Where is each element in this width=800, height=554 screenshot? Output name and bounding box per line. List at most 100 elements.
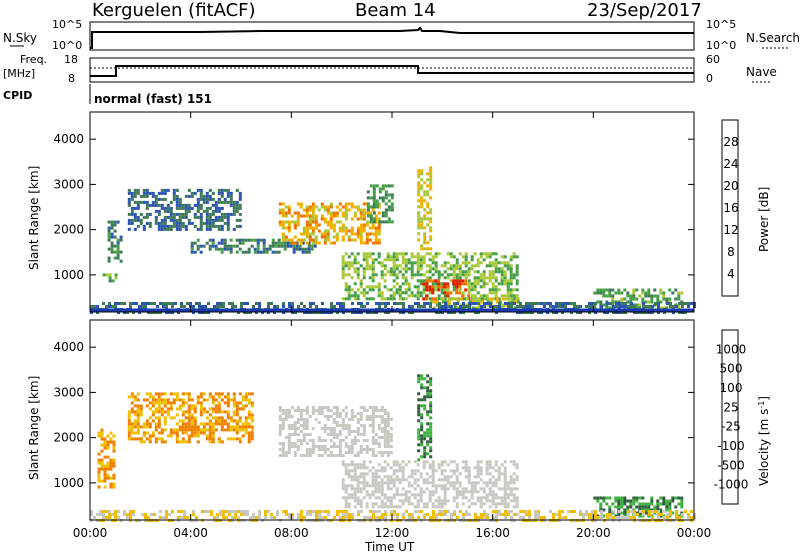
cell xyxy=(425,505,429,509)
cell xyxy=(486,297,490,301)
cell xyxy=(425,264,429,268)
cell xyxy=(271,238,275,242)
cell xyxy=(157,407,161,411)
cell xyxy=(503,481,507,485)
cell xyxy=(470,496,474,500)
cell xyxy=(440,487,444,491)
cell xyxy=(417,413,421,417)
cell xyxy=(97,467,101,471)
cell xyxy=(133,410,137,414)
cell xyxy=(371,439,375,442)
cell xyxy=(552,305,555,308)
cell xyxy=(476,291,480,295)
cell xyxy=(384,510,387,513)
cell xyxy=(426,392,430,396)
cell xyxy=(293,430,297,433)
cell xyxy=(509,267,513,271)
cell xyxy=(500,472,504,476)
cell xyxy=(455,276,459,280)
cell xyxy=(687,302,690,305)
cell xyxy=(133,437,137,441)
cell xyxy=(443,294,447,298)
cell xyxy=(223,215,227,219)
cell xyxy=(193,434,197,438)
cell xyxy=(311,220,315,224)
cell xyxy=(130,407,134,411)
cell xyxy=(184,227,188,231)
cell xyxy=(145,212,149,216)
cell xyxy=(207,510,210,513)
velocity-ytick-label: 3000 xyxy=(53,385,84,399)
cell xyxy=(377,436,381,439)
cell xyxy=(127,395,131,399)
cell xyxy=(208,419,212,423)
cell xyxy=(178,227,182,231)
cell xyxy=(365,267,369,271)
cell xyxy=(369,510,372,513)
cell xyxy=(417,449,421,453)
cell xyxy=(494,267,498,271)
cell xyxy=(386,424,390,427)
cell xyxy=(605,496,609,500)
cell xyxy=(390,208,394,212)
cell xyxy=(282,302,285,305)
cell xyxy=(519,305,522,308)
cell xyxy=(311,205,315,209)
cell xyxy=(335,421,339,424)
cell xyxy=(241,434,245,438)
cell xyxy=(341,211,345,215)
cell xyxy=(429,302,432,305)
cell xyxy=(419,273,423,277)
cell xyxy=(398,264,402,268)
cell xyxy=(599,505,603,509)
cell xyxy=(350,484,354,488)
cell xyxy=(317,445,321,448)
cell xyxy=(136,404,140,408)
cell xyxy=(256,244,260,248)
cell xyxy=(687,513,690,516)
cell xyxy=(473,487,477,491)
cell xyxy=(509,499,513,503)
velocity-cbar-tick: 1000 xyxy=(716,342,747,356)
cell xyxy=(253,250,257,254)
cell xyxy=(287,211,291,215)
cell xyxy=(410,267,414,271)
cell xyxy=(311,208,315,212)
cell xyxy=(154,218,158,222)
cell xyxy=(190,434,194,438)
cell xyxy=(509,478,513,482)
cell xyxy=(503,484,507,488)
cell xyxy=(293,223,297,227)
cell xyxy=(426,190,430,194)
cell xyxy=(395,487,399,491)
cell xyxy=(202,407,206,411)
cell xyxy=(320,448,324,451)
cell xyxy=(278,223,282,227)
cell xyxy=(617,502,621,506)
cell xyxy=(350,205,354,209)
cell xyxy=(410,291,414,295)
cell xyxy=(407,481,411,485)
cell xyxy=(305,241,309,245)
cell xyxy=(312,302,315,305)
cell xyxy=(513,513,516,516)
cell xyxy=(435,516,438,519)
cell xyxy=(108,276,112,280)
cell xyxy=(408,516,411,519)
cell xyxy=(371,409,375,412)
cell xyxy=(512,460,516,464)
cell xyxy=(449,291,453,295)
cell xyxy=(383,493,387,497)
cell xyxy=(231,516,234,519)
cell xyxy=(440,505,444,509)
cell xyxy=(217,191,221,195)
cell xyxy=(485,252,489,256)
cell xyxy=(359,505,363,509)
cell xyxy=(109,476,113,480)
power-cbar-tick: 8 xyxy=(727,245,735,259)
cell xyxy=(368,238,372,242)
cell xyxy=(350,294,354,298)
cell xyxy=(390,205,394,209)
cell xyxy=(196,425,200,429)
cell xyxy=(440,273,444,277)
